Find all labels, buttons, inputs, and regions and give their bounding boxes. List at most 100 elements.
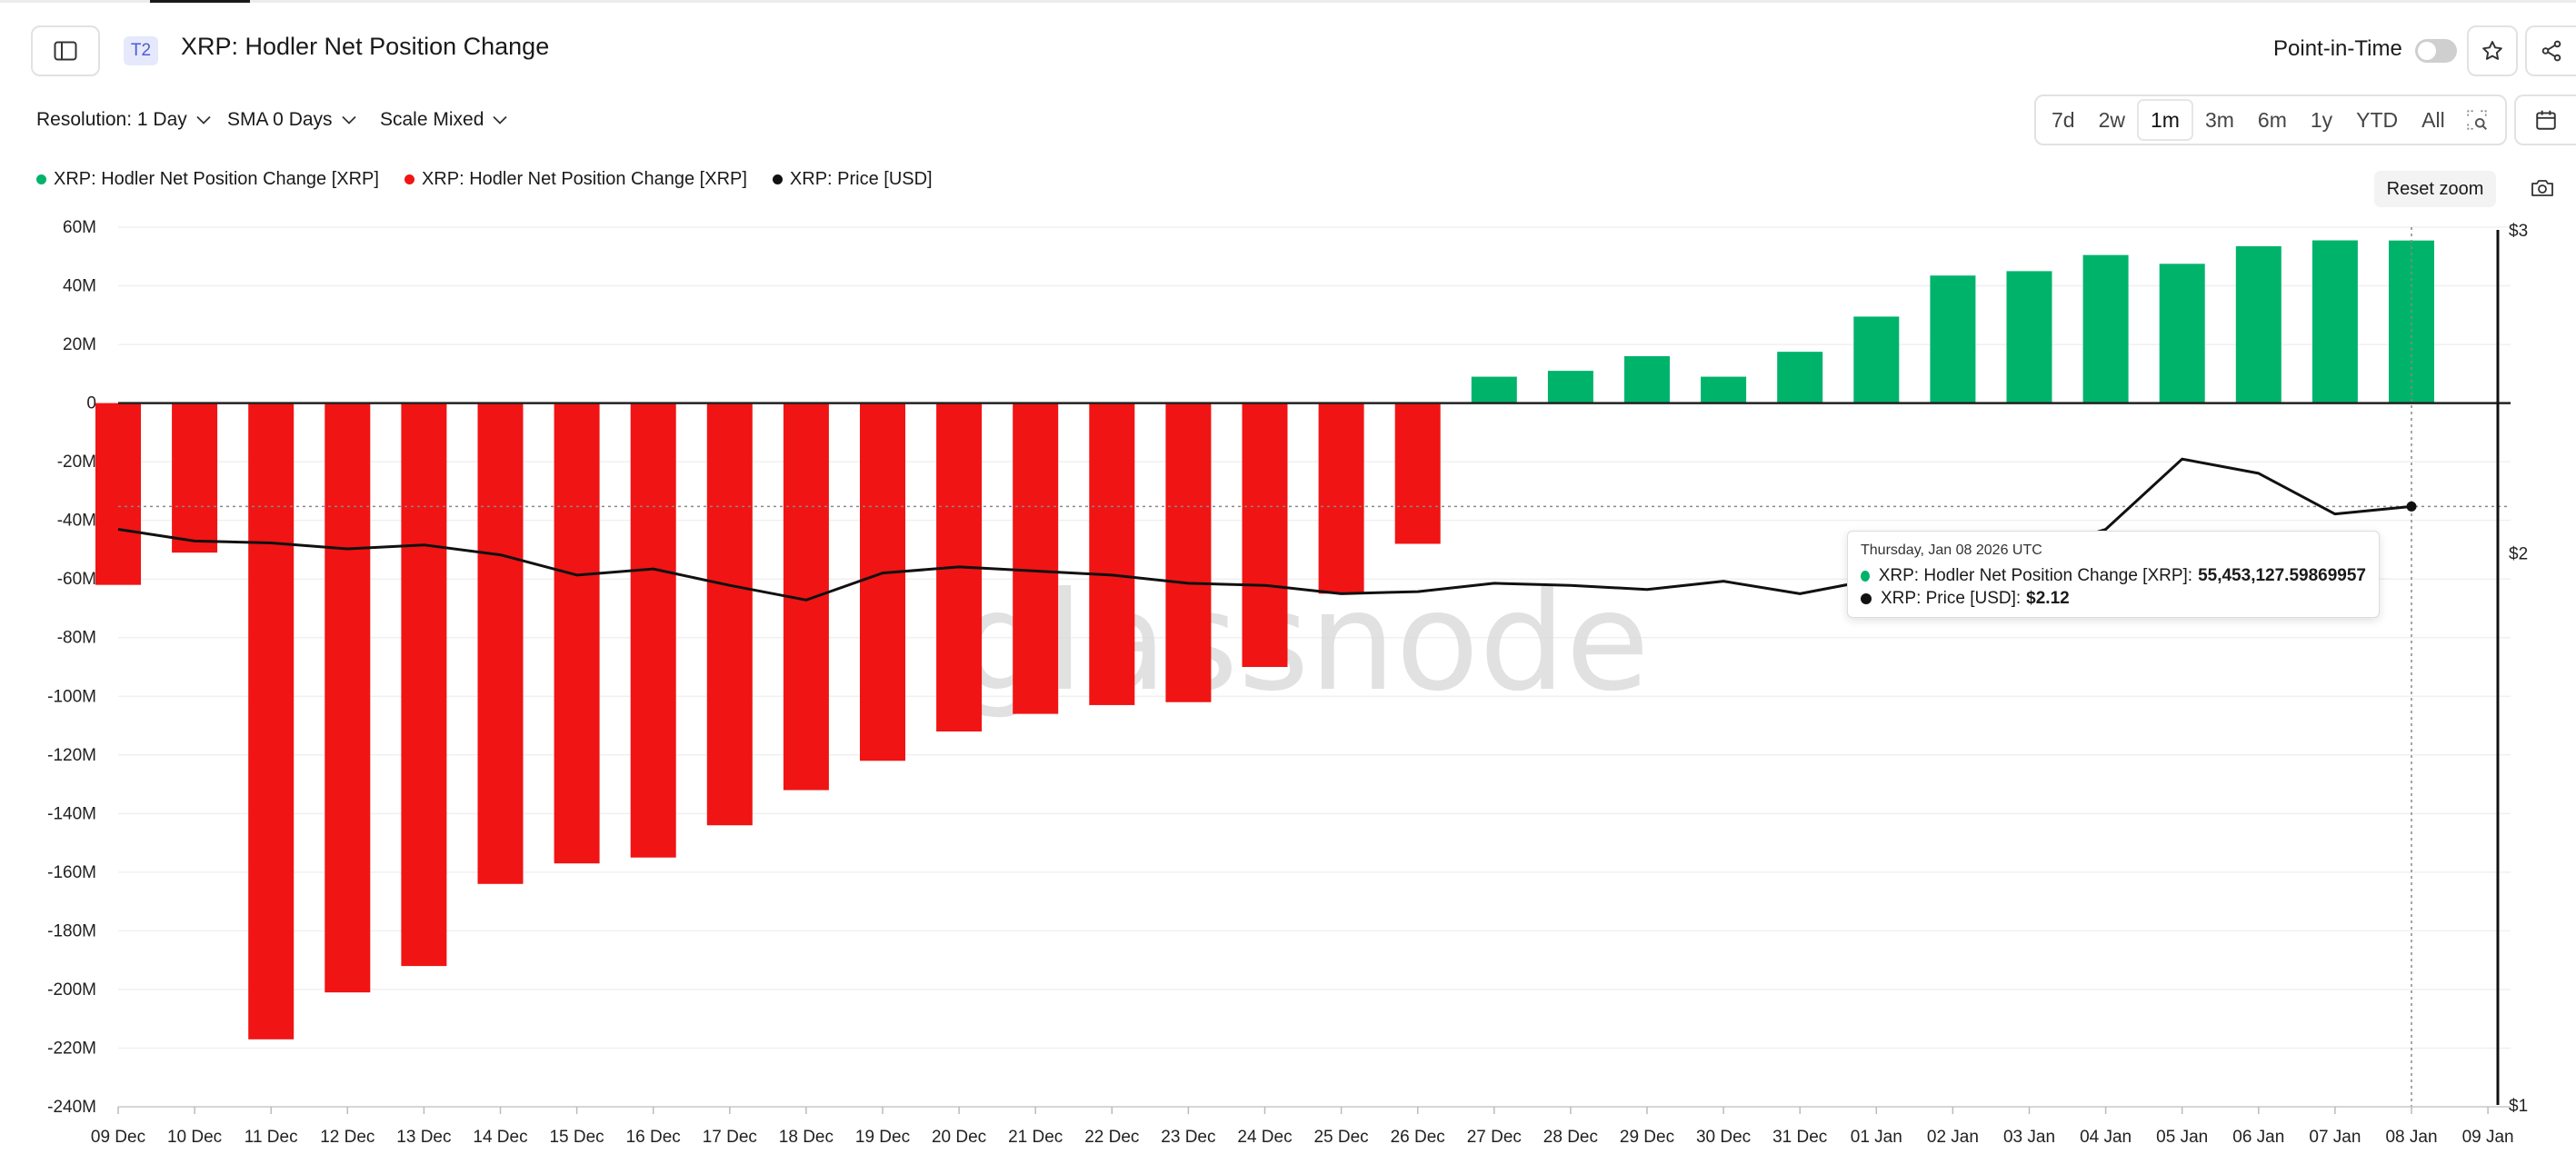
bar-negative [172, 403, 218, 553]
x-tick-label: 18 Dec [779, 1128, 834, 1147]
y-left-tick-label: -60M [57, 570, 96, 589]
bar-negative [860, 403, 905, 761]
bar-positive [1853, 316, 1900, 403]
bar-negative [1394, 403, 1441, 544]
range-3m[interactable]: 3m [2204, 107, 2234, 132]
x-tick-label: 12 Dec [320, 1128, 374, 1147]
zoom-select-button[interactable] [2457, 99, 2497, 141]
chevron-down-icon [196, 115, 211, 124]
x-tick-label: 17 Dec [703, 1128, 757, 1147]
x-tick-label: 10 Dec [167, 1128, 222, 1147]
range-7d[interactable]: 7d [2052, 107, 2075, 132]
legend-dot-red [404, 174, 414, 184]
bar-positive [2006, 271, 2052, 403]
point-in-time-toggle[interactable] [2415, 39, 2457, 63]
legend-dot-black [772, 174, 783, 184]
y-right-tick-label: $2 [2509, 544, 2528, 563]
y-left-tick-label: 0 [86, 394, 96, 413]
bar-positive [1471, 376, 1517, 403]
x-tick-label: 28 Dec [1543, 1128, 1598, 1147]
point-in-time-label: Point-in-Time [2273, 36, 2402, 61]
x-tick-label: 31 Dec [1772, 1128, 1827, 1147]
y-left-tick-label: 20M [63, 335, 96, 354]
screenshot-button[interactable] [2527, 174, 2558, 202]
tier-badge: T2 [124, 36, 158, 65]
sidebar-toggle-button[interactable] [31, 25, 100, 76]
tooltip-series1-value: 55,453,127.59869957 [2198, 566, 2366, 585]
bar-positive [1701, 376, 1747, 403]
x-tick-label: 25 Dec [1313, 1128, 1368, 1147]
time-range-selector: 7d 2w 1m 3m 6m 1y YTD All [2034, 95, 2507, 145]
x-tick-label: 16 Dec [626, 1128, 681, 1147]
y-left-tick-label: -140M [47, 804, 96, 823]
range-all[interactable]: All [2421, 107, 2445, 132]
resolution-label: Resolution: 1 Day [36, 109, 187, 130]
bar-positive [2235, 245, 2281, 403]
camera-icon [2531, 180, 2553, 196]
x-tick-label: 02 Jan [1927, 1128, 1979, 1147]
y-left-tick-label: -100M [47, 687, 96, 706]
y-left-tick-label: -120M [47, 746, 96, 765]
x-tick-label: 23 Dec [1161, 1128, 1215, 1147]
bar-negative [1242, 403, 1288, 667]
active-tab-indicator [150, 0, 250, 3]
range-ytd[interactable]: YTD [2356, 107, 2399, 132]
toggle-knob [2418, 42, 2436, 60]
chart-legend: XRP: Hodler Net Position Change [XRP] XR… [36, 169, 958, 190]
bar-negative [630, 403, 676, 858]
y-left-tick-label: 60M [63, 218, 96, 237]
chart-tooltip: Thursday, Jan 08 2026 UTC XRP: Hodler Ne… [1847, 531, 2380, 618]
reset-zoom-button[interactable]: Reset zoom [2374, 171, 2496, 207]
calendar-icon [2536, 110, 2556, 130]
x-tick-label: 09 Jan [2462, 1128, 2514, 1147]
range-2w[interactable]: 2w [2098, 107, 2125, 132]
y-left-tick-label: 40M [63, 277, 96, 296]
tooltip-row-price: XRP: Price [USD]: $2.12 [1861, 589, 2366, 609]
range-1y[interactable]: 1y [2310, 107, 2333, 132]
tooltip-series2-value: $2.12 [2026, 589, 2070, 608]
range-1m[interactable]: 1m [2137, 99, 2193, 141]
legend-label: XRP: Price [USD] [789, 169, 933, 189]
resolution-dropdown[interactable]: Resolution: 1 Day [36, 109, 211, 131]
bar-positive [1777, 352, 1823, 403]
x-tick-label: 09 Dec [91, 1128, 145, 1147]
y-left-tick-label: -240M [47, 1098, 96, 1117]
star-icon [2482, 41, 2502, 60]
zoom-select-icon [2467, 110, 2487, 130]
x-tick-label: 22 Dec [1084, 1128, 1139, 1147]
bar-positive [2389, 240, 2434, 403]
bar-negative [1318, 403, 1364, 594]
y-left-tick-label: -20M [57, 453, 96, 472]
x-tick-label: 08 Jan [2385, 1128, 2437, 1147]
scale-dropdown[interactable]: Scale Mixed [380, 109, 508, 131]
calendar-button[interactable] [2514, 95, 2576, 145]
x-tick-label: 13 Dec [396, 1128, 451, 1147]
y-left-tick-label: -200M [47, 980, 96, 1000]
tooltip-series2-label: XRP: Price [USD]: [1881, 589, 2022, 608]
legend-dot-green [36, 174, 46, 184]
chevron-down-icon [493, 115, 508, 124]
x-tick-label: 07 Jan [2309, 1128, 2361, 1147]
page-title: XRP: Hodler Net Position Change [181, 33, 550, 60]
scale-label: Scale Mixed [380, 109, 484, 130]
legend-item-negative[interactable]: XRP: Hodler Net Position Change [XRP] [404, 169, 747, 190]
x-tick-label: 14 Dec [473, 1128, 527, 1147]
sma-dropdown[interactable]: SMA 0 Days [227, 109, 356, 131]
tooltip-row-net-position: XRP: Hodler Net Position Change [XRP]: 5… [1861, 566, 2366, 586]
x-tick-label: 15 Dec [549, 1128, 604, 1147]
range-6m[interactable]: 6m [2257, 107, 2287, 132]
bar-negative [706, 403, 753, 826]
bar-negative [477, 403, 524, 884]
bar-negative [1013, 403, 1059, 714]
bar-negative [1089, 403, 1135, 705]
legend-item-positive[interactable]: XRP: Hodler Net Position Change [XRP] [36, 169, 379, 190]
share-button[interactable] [2525, 25, 2576, 76]
bar-positive [1930, 275, 1976, 403]
x-tick-label: 03 Jan [2003, 1128, 2055, 1147]
favorite-button[interactable] [2467, 25, 2518, 76]
bar-positive [2159, 264, 2205, 403]
y-right-tick-label: $3 [2509, 222, 2528, 241]
x-tick-label: 04 Jan [2080, 1128, 2132, 1147]
legend-item-price[interactable]: XRP: Price [USD] [772, 169, 933, 190]
